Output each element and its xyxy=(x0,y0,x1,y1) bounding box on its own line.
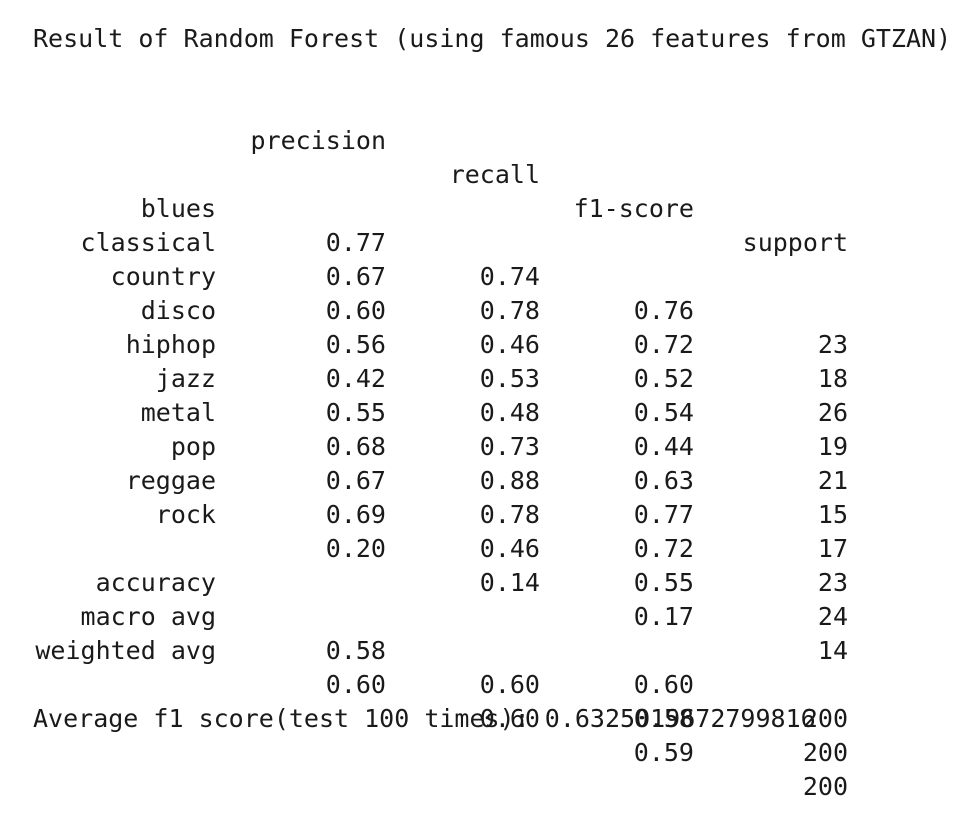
row-label: pop xyxy=(170,432,216,461)
row-f1-score: 0.52 xyxy=(633,364,694,393)
table-row: hiphop 0.42 0.48 0.44 21 xyxy=(0,294,976,495)
row-recall: 0.14 xyxy=(479,568,540,597)
row-f1-score: 0.72 xyxy=(633,330,694,359)
summary-row-accuracy: accuracy 0.60 200 xyxy=(0,532,976,733)
summary-row-macro-avg: macro avg 0.58 0.60 0.58 200 xyxy=(0,566,976,767)
row-support: 200 xyxy=(802,704,848,733)
header-precision: precision xyxy=(250,126,386,155)
row-precision: 0.60 xyxy=(325,296,386,325)
row-recall: 0.48 xyxy=(479,398,540,427)
row-support: 15 xyxy=(817,500,848,529)
row-f1-score: 0.54 xyxy=(633,398,694,427)
row-label: classical xyxy=(80,228,216,257)
row-label: country xyxy=(110,262,216,291)
table-row: metal 0.68 0.88 0.77 17 xyxy=(0,362,976,563)
row-f1-score: 0.55 xyxy=(633,568,694,597)
row-f1-score: 0.77 xyxy=(633,500,694,529)
row-precision: 0.77 xyxy=(325,228,386,257)
table-row: reggae 0.69 0.46 0.55 24 xyxy=(0,430,976,631)
row-label: macro avg xyxy=(80,602,216,631)
row-recall: 0.53 xyxy=(479,364,540,393)
header-f1-score: f1-score xyxy=(573,194,694,223)
row-precision: 0.20 xyxy=(325,534,386,563)
summary-rows: accuracy 0.60 200 macro avg 0.58 0.60 0.… xyxy=(0,532,976,801)
row-label: blues xyxy=(140,194,216,223)
table-row: country 0.60 0.46 0.52 26 xyxy=(0,226,976,427)
row-label: reggae xyxy=(125,466,216,495)
row-precision: 0.67 xyxy=(325,466,386,495)
row-f1-score: 0.63 xyxy=(633,466,694,495)
header-support: support xyxy=(742,228,848,257)
row-support: 14 xyxy=(817,636,848,665)
row-label: accuracy xyxy=(95,568,216,597)
row-precision: 0.67 xyxy=(325,262,386,291)
summary-row-weighted-avg: weighted avg 0.60 0.60 0.59 200 xyxy=(0,600,976,801)
row-recall: 0.46 xyxy=(479,330,540,359)
row-precision: 0.69 xyxy=(325,500,386,529)
row-label: rock xyxy=(155,500,216,529)
row-label: disco xyxy=(140,296,216,325)
header-recall: recall xyxy=(449,160,540,189)
report-title: Result of Random Forest (using famous 26… xyxy=(33,24,952,53)
row-recall: 0.46 xyxy=(479,534,540,563)
row-f1-score: 0.76 xyxy=(633,296,694,325)
average-f1-label: Average f1 score(test 100 times): xyxy=(33,704,530,733)
row-recall: 0.60 xyxy=(479,670,540,699)
average-f1-line: Average f1 score(test 100 times): 0.6325… xyxy=(33,702,816,736)
table-row: blues 0.77 0.74 0.76 23 xyxy=(0,158,976,359)
row-support: 17 xyxy=(817,534,848,563)
average-f1-value: 0.6325019672799816 xyxy=(544,704,816,733)
row-recall: 0.78 xyxy=(479,500,540,529)
row-label: hiphop xyxy=(125,330,216,359)
row-recall: 0.74 xyxy=(479,262,540,291)
row-recall: 0.88 xyxy=(479,466,540,495)
row-support: 19 xyxy=(817,432,848,461)
table-row: rock 0.20 0.14 0.17 14 xyxy=(0,464,976,665)
row-support: 24 xyxy=(817,602,848,631)
row-recall: 0.78 xyxy=(479,296,540,325)
class-rows: blues 0.77 0.74 0.76 23 classical 0.67 0… xyxy=(0,158,976,665)
row-precision: 0.68 xyxy=(325,432,386,461)
row-support: 200 xyxy=(802,772,848,801)
row-f1-score: 0.72 xyxy=(633,534,694,563)
row-precision: 0.55 xyxy=(325,398,386,427)
row-label: jazz xyxy=(155,364,216,393)
row-support: 23 xyxy=(817,330,848,359)
table-row: disco 0.56 0.53 0.54 19 xyxy=(0,260,976,461)
row-precision: 0.60 xyxy=(325,670,386,699)
row-label: weighted avg xyxy=(35,636,216,665)
row-recall: 0.73 xyxy=(479,432,540,461)
row-label: metal xyxy=(140,398,216,427)
table-row: jazz 0.55 0.73 0.63 15 xyxy=(0,328,976,529)
row-recall: 0.60 xyxy=(479,704,540,733)
row-f1-score: 0.59 xyxy=(633,738,694,767)
row-f1-score: 0.17 xyxy=(633,602,694,631)
row-f1-score: 0.44 xyxy=(633,432,694,461)
row-support: 26 xyxy=(817,398,848,427)
table-row: pop 0.67 0.78 0.72 23 xyxy=(0,396,976,597)
table-row: classical 0.67 0.78 0.72 18 xyxy=(0,192,976,393)
row-precision: 0.42 xyxy=(325,364,386,393)
row-support: 18 xyxy=(817,364,848,393)
row-precision: 0.56 xyxy=(325,330,386,359)
row-support: 23 xyxy=(817,568,848,597)
row-precision: 0.58 xyxy=(325,636,386,665)
row-support: 21 xyxy=(817,466,848,495)
row-f1-score: 0.58 xyxy=(633,704,694,733)
row-f1-score: 0.60 xyxy=(633,670,694,699)
row-support: 200 xyxy=(802,738,848,767)
report-header-row: precision recall f1-score support xyxy=(0,90,976,257)
